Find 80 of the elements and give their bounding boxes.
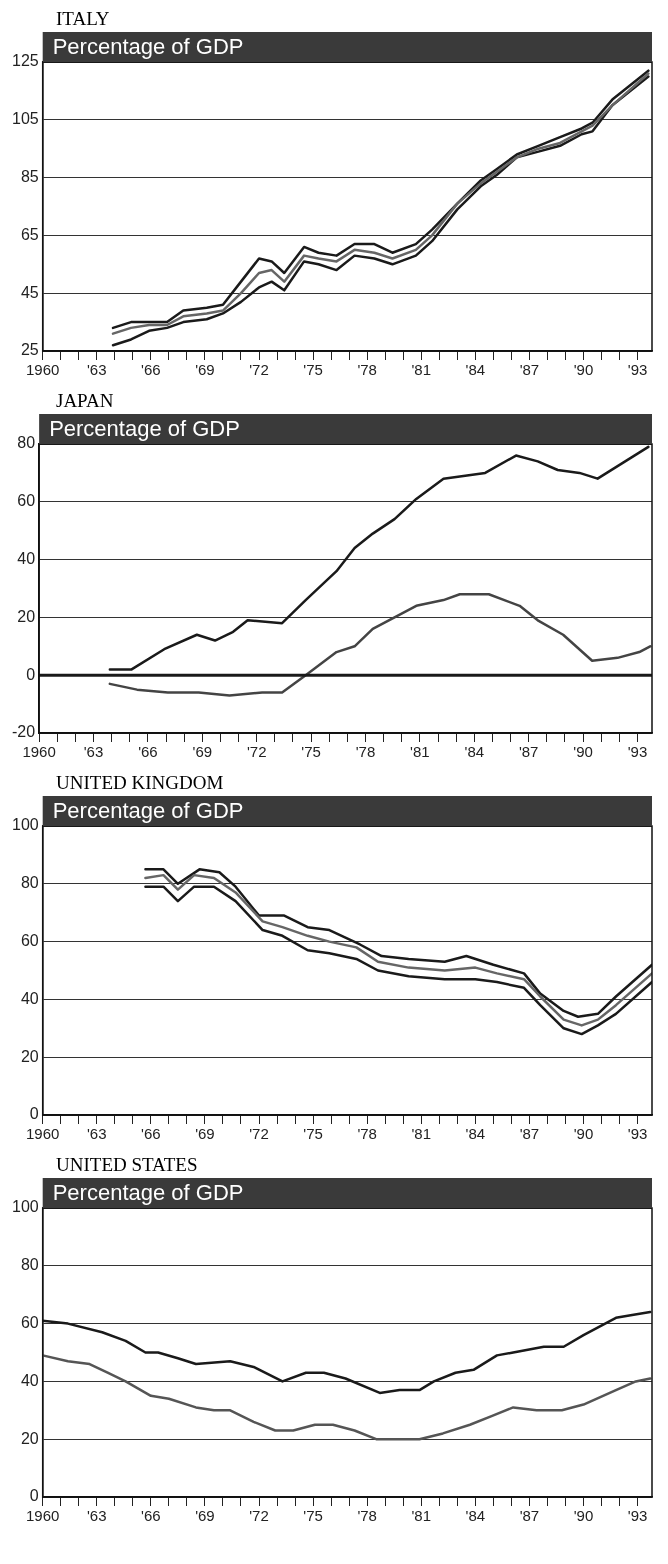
x-tick-label: '72 [249,1125,269,1143]
y-tick-label: 100 [11,816,39,834]
x-tick-label: '84 [465,1507,486,1525]
x-tick-label: '84 [465,1125,486,1143]
y-tick-label: 0 [26,665,36,683]
x-tick-label: '78 [357,361,377,379]
chart-subtitle: Percentage of GDP [49,416,240,442]
y-tick-label: 40 [20,1371,39,1389]
x-tick-label: '81 [411,1507,432,1525]
x-tick-label: '87 [519,1507,540,1525]
x-tick-label: '63 [86,361,107,379]
x-tick-label: '66 [141,1125,161,1143]
y-tick-label: 0 [29,1487,39,1505]
chart-subtitle: Percentage of GDP [52,34,244,60]
chart-title: JAPAN [56,390,115,412]
x-tick-label: '75 [303,1507,323,1525]
x-tick-label: '69 [192,743,213,761]
x-tick-label: '63 [83,743,104,761]
x-tick-label: '69 [195,1507,215,1525]
x-tick-label: '93 [627,1507,648,1525]
y-tick-label: 105 [11,110,39,128]
x-tick-label: '69 [195,361,215,379]
x-tick-label: '72 [249,361,269,379]
x-tick-label: '72 [246,743,267,761]
x-tick-label: '81 [410,743,430,761]
y-tick-label: 80 [17,434,36,452]
y-tick-label: 85 [20,168,39,186]
x-tick-label: '66 [141,361,161,379]
x-tick-label: '75 [301,743,321,761]
y-tick-label: 80 [20,1256,39,1274]
x-tick-label: '90 [573,1507,594,1525]
x-tick-label: 1960 [26,1507,60,1525]
y-tick-label: 80 [20,874,39,892]
x-tick-label: '90 [573,743,593,761]
x-tick-label: '63 [86,1125,107,1143]
x-tick-label: 1960 [26,1125,60,1143]
x-tick-label: 1960 [26,361,60,379]
x-tick-label: '93 [627,743,648,761]
x-tick-label: '84 [464,743,485,761]
y-tick-label: 20 [20,1047,39,1065]
y-tick-label: 40 [17,550,36,568]
x-tick-label: '66 [141,1507,161,1525]
y-tick-label: -20 [12,723,36,741]
x-tick-label: '84 [465,361,486,379]
y-tick-label: 65 [20,225,39,243]
y-tick-label: 45 [20,283,39,301]
x-tick-label: '90 [573,1125,594,1143]
y-tick-label: 0 [29,1105,39,1123]
x-tick-label: '78 [357,1125,377,1143]
y-tick-label: 100 [11,1198,39,1216]
x-tick-label: '81 [411,361,432,379]
y-tick-label: 60 [20,932,39,950]
x-tick-label: '87 [519,1125,540,1143]
x-tick-label: '66 [138,743,158,761]
y-tick-label: 20 [17,607,36,625]
x-tick-label: '90 [573,361,594,379]
x-tick-label: '78 [355,743,376,761]
x-tick-label: '78 [357,1507,377,1525]
x-tick-label: '63 [86,1507,107,1525]
chart-subtitle: Percentage of GDP [52,1180,244,1206]
y-tick-label: 60 [20,1314,39,1332]
x-tick-label: '87 [518,743,539,761]
chart-title: ITALY [56,8,111,30]
x-tick-label: '93 [627,361,648,379]
chart-title: UNITED STATES [56,1154,199,1176]
x-tick-label: 1960 [22,743,56,761]
x-tick-label: '81 [411,1125,432,1143]
x-tick-label: '72 [249,1507,269,1525]
y-tick-label: 20 [20,1429,39,1447]
y-tick-label: 125 [11,52,39,70]
x-tick-label: '93 [627,1125,648,1143]
x-tick-label: '75 [303,361,323,379]
chart-subtitle: Percentage of GDP [52,798,244,824]
x-tick-label: '87 [519,361,540,379]
x-tick-label: '69 [195,1125,215,1143]
x-tick-label: '75 [303,1125,323,1143]
chart-title: UNITED KINGDOM [56,772,225,794]
y-tick-label: 40 [20,989,39,1007]
y-tick-label: 25 [20,341,39,359]
y-tick-label: 60 [17,492,36,510]
